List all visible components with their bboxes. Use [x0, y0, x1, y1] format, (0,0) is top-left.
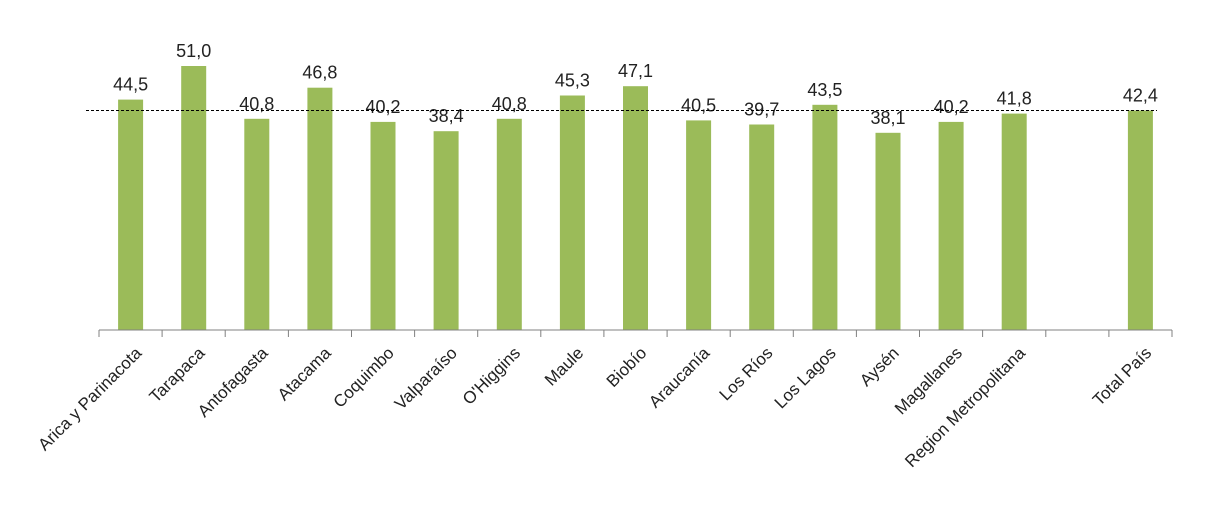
data-label-5: 38,4 — [429, 106, 464, 126]
data-label-13: 40,2 — [934, 97, 969, 117]
data-label-12: 38,1 — [870, 108, 905, 128]
x-tick-label-3: Atacama — [274, 343, 335, 404]
bar-9 — [686, 120, 712, 331]
data-label-7: 45,3 — [555, 71, 590, 91]
bar-6 — [496, 118, 522, 330]
bar-7 — [559, 95, 585, 330]
data-label-1: 51,0 — [176, 41, 211, 61]
x-tick-label-7: Maule — [541, 343, 587, 389]
bar-3 — [307, 87, 333, 330]
x-tick-label-0: Arica y Parinacota — [34, 343, 145, 454]
bar-11 — [812, 104, 838, 330]
bar-12 — [875, 132, 901, 330]
x-tick-label-10: Los Ríos — [716, 343, 777, 404]
data-label-3: 46,8 — [302, 63, 337, 83]
data-label-8: 47,1 — [618, 61, 653, 81]
x-tick-label-14: Region Metropolitana — [901, 343, 1029, 471]
x-tick-label-9: Araucanía — [645, 343, 714, 412]
bar-14 — [1001, 113, 1027, 330]
data-label-11: 43,5 — [807, 80, 842, 100]
bar-16 — [1127, 110, 1153, 330]
x-tick-label-5: Valparaíso — [391, 343, 461, 413]
data-labels-group: 44,5 51,0 40,8 46,8 40,2 38,4 40,8 45,3 47,1 40,5… — [113, 41, 1158, 128]
x-tick-label-1: Tarapaca — [146, 343, 209, 406]
data-label-2: 40,8 — [239, 94, 274, 114]
data-label-4: 40,2 — [365, 97, 400, 117]
bar-5 — [433, 131, 459, 330]
x-tick-label-6: O'Higgins — [459, 343, 524, 408]
bar-10 — [749, 124, 775, 330]
data-label-14: 41,8 — [997, 89, 1032, 109]
data-label-6: 40,8 — [492, 94, 527, 114]
x-tick-label-4: Coquimbo — [330, 343, 398, 411]
x-ticks-group — [98, 330, 1173, 337]
bar-13 — [938, 121, 964, 331]
data-label-16: 42,4 — [1123, 86, 1158, 106]
data-label-10: 39,7 — [744, 100, 779, 120]
x-tick-label-8: Biobío — [603, 343, 651, 391]
x-tick-label-16: Total País — [1089, 343, 1155, 409]
x-tick-label-11: Los Lagos — [771, 343, 840, 412]
bar-0 — [118, 99, 144, 330]
bar-8 — [623, 86, 648, 330]
bar-1 — [181, 66, 207, 330]
data-label-0: 44,5 — [113, 75, 148, 95]
bar-2 — [244, 118, 270, 330]
data-label-9: 40,5 — [681, 95, 716, 115]
bar-4 — [370, 121, 396, 331]
x-tick-label-12: Aysén — [856, 343, 903, 390]
